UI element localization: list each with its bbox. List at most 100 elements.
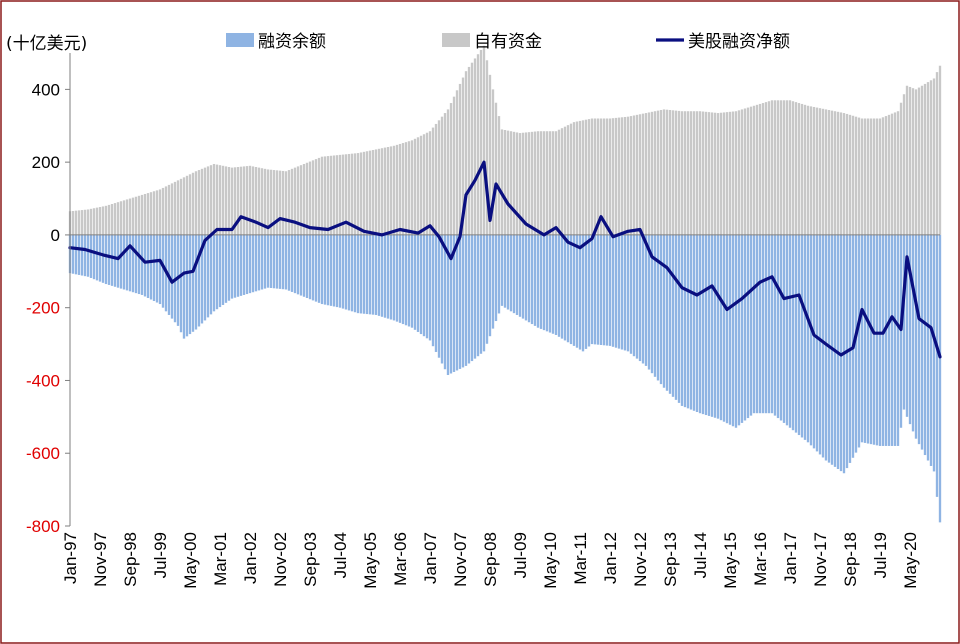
- margin-debt-bar: [74, 234, 78, 275]
- margin-debt-bar: [485, 234, 489, 344]
- x-tick-label: Jan-07: [421, 532, 440, 584]
- margin-debt-bar: [884, 234, 888, 446]
- margin-debt-bar: [452, 234, 456, 372]
- free-credit-bar: [338, 154, 342, 235]
- free-credit-bar: [815, 107, 819, 235]
- free-credit-bar: [623, 116, 627, 235]
- margin-debt-bar: [482, 234, 486, 352]
- free-credit-bar: [662, 109, 666, 235]
- margin-debt-bar: [710, 234, 714, 417]
- free-credit-bar: [80, 210, 84, 235]
- margin-debt-bar: [131, 234, 135, 293]
- margin-debt-bar: [311, 234, 315, 301]
- free-credit-bar: [515, 132, 519, 235]
- margin-debt-bar: [473, 234, 477, 359]
- margin-debt-bar: [497, 234, 501, 314]
- x-tick-label: Jul-04: [331, 532, 350, 578]
- margin-debt-bar: [557, 234, 561, 337]
- free-credit-bar: [686, 111, 690, 235]
- margin-debt-bar: [686, 234, 690, 409]
- free-credit-bar: [722, 112, 726, 235]
- free-credit-bar: [785, 100, 789, 235]
- free-credit-bar: [209, 165, 213, 235]
- free-credit-bar: [116, 202, 120, 235]
- margin-debt-bar: [230, 234, 234, 299]
- free-credit-bar: [248, 165, 252, 235]
- margin-debt-bar: [188, 234, 192, 335]
- margin-debt-bar: [347, 234, 351, 311]
- margin-debt-bar: [476, 234, 480, 357]
- margin-debt-bar: [554, 234, 558, 335]
- free-credit-bar: [773, 100, 777, 235]
- free-credit-bar: [506, 130, 510, 235]
- free-credit-bar: [497, 116, 501, 235]
- free-credit-bar: [764, 102, 768, 235]
- free-credit-bar: [629, 116, 633, 235]
- margin-debt-bar: [83, 234, 87, 277]
- free-credit-bar: [731, 111, 735, 235]
- free-credit-bar: [869, 118, 873, 235]
- margin-debt-bar: [542, 234, 546, 331]
- free-credit-bar: [359, 152, 363, 235]
- margin-debt-bar: [386, 234, 390, 319]
- free-credit-bar: [830, 110, 834, 235]
- free-credit-bar: [824, 109, 828, 235]
- free-credit-bar: [680, 111, 684, 235]
- free-credit-bar: [266, 169, 270, 235]
- free-credit-bar: [140, 194, 144, 235]
- free-credit-bar: [86, 209, 90, 235]
- margin-debt-bar: [743, 234, 747, 421]
- margin-debt-bar: [344, 234, 348, 310]
- free-credit-bar: [149, 192, 153, 235]
- margin-debt-bar: [695, 234, 699, 412]
- margin-debt-bar: [176, 234, 180, 326]
- margin-debt-bar: [674, 234, 678, 400]
- margin-debt-bar: [890, 234, 894, 446]
- margin-debt-bar: [146, 234, 150, 298]
- free-credit-bar: [386, 146, 390, 235]
- margin-debt-bar: [377, 234, 381, 316]
- margin-debt-bar: [209, 234, 213, 315]
- margin-debt-bar: [602, 234, 606, 346]
- x-tick-label: Jan-02: [241, 532, 260, 584]
- free-credit-bar: [524, 132, 528, 235]
- free-credit-bar: [224, 166, 228, 235]
- free-credit-bar: [503, 130, 507, 235]
- margin-debt-bar: [785, 234, 789, 426]
- free-credit-bar: [761, 103, 765, 235]
- free-credit-bar: [860, 118, 864, 235]
- margin-debt-bar: [827, 234, 831, 463]
- margin-debt-bar: [416, 234, 420, 332]
- margin-debt-bar: [71, 234, 75, 274]
- x-tick-label: Sep-08: [481, 532, 500, 587]
- x-tick-label: Jan-12: [601, 532, 620, 584]
- margin-debt-bar: [224, 234, 228, 303]
- margin-debt-bar: [170, 234, 174, 319]
- margin-debt-bar: [464, 234, 468, 366]
- free-credit-bar: [347, 153, 351, 235]
- free-credit-bar: [737, 110, 741, 235]
- margin-debt-bar: [797, 234, 801, 436]
- margin-debt-bar: [821, 234, 825, 458]
- free-credit-bar: [500, 129, 504, 235]
- margin-debt-bar: [110, 234, 114, 286]
- margin-debt-bar: [470, 234, 474, 362]
- margin-debt-bar: [212, 234, 216, 312]
- free-credit-bar: [539, 131, 543, 235]
- free-credit-bar: [725, 112, 729, 235]
- free-credit-bar: [566, 125, 570, 235]
- margin-debt-bar: [608, 234, 612, 346]
- free-credit-bar: [212, 163, 216, 235]
- free-credit-bar: [398, 143, 402, 235]
- margin-debt-bar: [458, 234, 462, 369]
- free-credit-bar: [791, 101, 795, 235]
- x-tick-label: Sep-13: [661, 532, 680, 587]
- x-tick-label: Jul-09: [511, 532, 530, 578]
- free-credit-bar: [845, 113, 849, 235]
- margin-debt-bar: [116, 234, 120, 288]
- margin-debt-bar: [434, 234, 438, 352]
- margin-debt-bar: [422, 234, 426, 337]
- margin-debt-bar: [524, 234, 528, 321]
- legend-label-free-credit: 自有资金: [474, 32, 542, 52]
- margin-debt-bar: [767, 234, 771, 414]
